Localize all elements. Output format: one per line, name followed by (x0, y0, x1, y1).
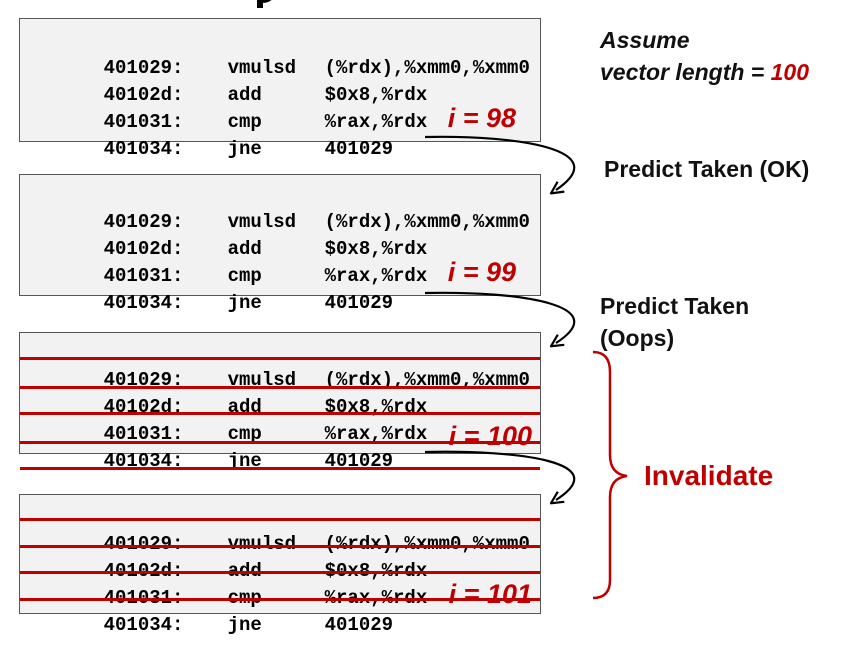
arrow-predict-2 (424, 291, 576, 343)
code-line: 401029: vmulsd (%rdx),%xmm0,%xmm0 (58, 341, 530, 391)
predict-taken-oops-note: Predict Taken (Oops) (600, 290, 749, 354)
iteration-label: i = 100 (448, 421, 532, 451)
strike-line (20, 571, 540, 574)
code-line: 40102d: add $0x8,%rdx (58, 210, 428, 260)
code-block-i100: 401029: vmulsd (%rdx),%xmm0,%xmm0 40102d: a… (19, 332, 541, 472)
code-line: 401031: cmp %rax,%rdx (58, 83, 428, 133)
code-args: %rax,%rdx (324, 111, 428, 133)
vector-length-label: vector length = (600, 59, 771, 85)
strike-line (20, 518, 540, 521)
code-block-i98: 401029: vmulsd (%rdx),%xmm0,%xmm0 40102d: a… (19, 18, 541, 160)
code-line: 401034: jne 401029 (58, 264, 393, 314)
code-args: (%rdx),%xmm0,%xmm0 (324, 57, 530, 79)
arrow-predict-3 (424, 450, 576, 500)
code-args: (%rdx),%xmm0,%xmm0 (324, 533, 530, 555)
code-opcode: jne (227, 292, 262, 314)
code-line: 401034: jne 401029 (58, 110, 393, 160)
strike-line (20, 598, 540, 601)
code-line: 401029: vmulsd (%rdx),%xmm0,%xmm0 (58, 183, 530, 233)
code-opcode: cmp (227, 265, 262, 287)
strike-line (20, 467, 540, 470)
code-args: (%rdx),%xmm0,%xmm0 (324, 211, 530, 233)
code-line: 401029: vmulsd (%rdx),%xmm0,%xmm0 (58, 29, 530, 79)
code-args: %rax,%rdx (324, 265, 428, 287)
iteration-label: i = 101 (448, 579, 532, 609)
code-line: 401034: jne 401029 (58, 422, 393, 472)
assume-label: Assume (600, 27, 690, 53)
assume-note: Assume vector length = 100 (600, 24, 809, 88)
code-address: 401031: (103, 423, 184, 445)
code-opcode: jne (227, 138, 262, 160)
vector-length-line: vector length = 100 (600, 56, 809, 88)
iteration-label: i = 99 (447, 257, 516, 287)
code-opcode: add (227, 84, 262, 106)
invalidate-label: Invalidate (644, 460, 774, 491)
iteration-label: i = 98 (447, 103, 516, 133)
strike-line (20, 357, 540, 360)
code-opcode: vmulsd (227, 57, 297, 79)
strike-line (20, 386, 540, 389)
code-block-i99: 401029: vmulsd (%rdx),%xmm0,%xmm0 40102d: a… (19, 174, 541, 314)
brace-invalidate (592, 350, 628, 600)
code-args: 401029 (324, 138, 394, 160)
code-address: 401029: (103, 369, 184, 391)
code-address: 40102d: (103, 238, 184, 260)
code-line: 40102d: add $0x8,%rdx (58, 56, 428, 106)
code-line: 401031: cmp %rax,%rdx (58, 395, 428, 445)
code-args: (%rdx),%xmm0,%xmm0 (324, 369, 530, 391)
oops-label: (Oops) (600, 325, 675, 351)
code-address: 401034: (103, 450, 184, 472)
code-args: $0x8,%rdx (324, 84, 428, 106)
code-opcode: vmulsd (227, 533, 297, 555)
vector-length-value: 100 (770, 59, 809, 85)
strike-line (20, 441, 540, 444)
code-address: 401034: (103, 138, 184, 160)
code-args: 401029 (324, 292, 394, 314)
code-address: 401031: (103, 111, 184, 133)
predict-taken-label: Predict Taken (600, 293, 750, 319)
code-opcode: cmp (227, 423, 262, 445)
title-fragment-icon (257, 0, 272, 8)
code-opcode: vmulsd (227, 211, 297, 233)
code-line: 401031: cmp %rax,%rdx (58, 237, 428, 287)
predict-taken-ok-label: Predict Taken (OK) (604, 156, 810, 182)
code-address: 401029: (103, 533, 184, 555)
code-address: 401029: (103, 57, 184, 79)
arrow-predict-1 (424, 135, 576, 190)
code-address: 401029: (103, 211, 184, 233)
code-args: %rax,%rdx (324, 423, 428, 445)
flow-overlay (424, 135, 628, 600)
strike-line (20, 545, 540, 548)
code-opcode: vmulsd (227, 369, 297, 391)
code-opcode: add (227, 238, 262, 260)
code-line: 401029: vmulsd (%rdx),%xmm0,%xmm0 (58, 505, 530, 555)
code-address: 40102d: (103, 84, 184, 106)
code-args: $0x8,%rdx (324, 238, 428, 260)
code-opcode: cmp (227, 111, 262, 133)
code-address: 401034: (103, 292, 184, 314)
code-address: 401031: (103, 265, 184, 287)
strike-line (20, 412, 540, 415)
code-opcode: jne (227, 450, 262, 472)
code-args: 401029 (324, 450, 394, 472)
